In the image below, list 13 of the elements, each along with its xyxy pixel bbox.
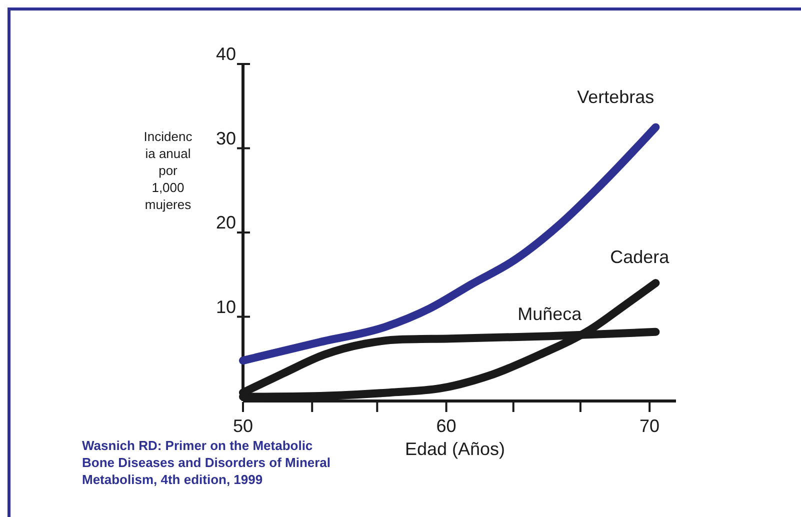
- y-tick-label: 20: [216, 212, 236, 232]
- series-label: Cadera: [610, 247, 670, 268]
- y-axis-title: Incidenc ia anual por 1,000 mujeres: [144, 129, 193, 212]
- y-tick-label: 10: [216, 296, 236, 317]
- x-tick-label: 60: [436, 416, 456, 436]
- x-axis-title: Edad (Años): [404, 439, 506, 459]
- x-tick-label: 50: [232, 416, 254, 436]
- x-tick-label: 70: [640, 416, 660, 436]
- series-label: Vertebras: [577, 87, 654, 108]
- series-label: Muñeca: [518, 304, 583, 324]
- text: Wasnich RD: Primer on the Metabolic Bone Diseases and Disorders of Mineral Metabolism, 4th edition, 1999: [82, 438, 331, 487]
- y-tick-label: 30: [216, 128, 236, 148]
- y-tick-label: 40: [216, 44, 236, 64]
